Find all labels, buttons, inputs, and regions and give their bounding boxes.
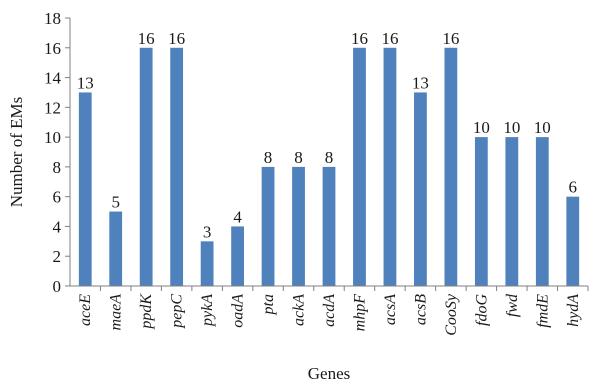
data-label-fmdE: 10 [534, 118, 551, 137]
bar-oadA [231, 226, 244, 286]
y-tick-label: 14 [44, 69, 62, 88]
bar-ackA [292, 166, 305, 286]
data-label-CooSy: 16 [442, 29, 459, 48]
data-label-maeA: 5 [111, 193, 120, 212]
x-tick-label-pykA: pykA [199, 294, 216, 327]
x-tick-label-ppdK: ppdK [138, 293, 155, 330]
data-label-mhpF: 16 [351, 29, 368, 48]
x-tick-label-CooSy: CooSy [443, 293, 460, 336]
data-label-acsB: 13 [412, 73, 429, 92]
bar-mhpF [353, 47, 366, 287]
y-tick-label: 0 [53, 277, 62, 296]
x-tick-label-aceE: aceE [77, 294, 94, 326]
bar-ppdK [139, 47, 153, 287]
y-tick-label: 10 [44, 128, 61, 147]
y-tick-label: 16 [44, 39, 61, 58]
y-axis: 0 2 4 6 8 10 12 14 16 18 [44, 9, 71, 296]
y-tick-label: 12 [44, 98, 61, 117]
data-label-acsA: 16 [381, 29, 398, 48]
x-tick-label-acsB: acsB [412, 294, 429, 325]
x-tick-label-acsA: acsA [382, 294, 399, 325]
x-tick-label-pepC: pepC [169, 294, 186, 329]
y-tick-label: 2 [53, 247, 62, 266]
data-label-aceE: 13 [77, 73, 94, 92]
x-tick-label-ackA: ackA [291, 294, 308, 326]
bar-aceE [78, 92, 92, 286]
bar-pta [261, 166, 275, 286]
x-tick-label-fwd: fwd [504, 293, 521, 317]
data-label-pepC: 16 [168, 29, 185, 48]
data-labels: 13 5 16 16 3 4 8 8 8 16 16 13 16 10 10 10 6 [77, 29, 577, 242]
x-tick-label-fdoG: fdoG [473, 294, 490, 326]
bars [78, 47, 580, 287]
bar-fmdE [535, 137, 549, 286]
bar-fwd [505, 137, 519, 286]
x-tick-label-pta: pta [260, 294, 277, 315]
data-label-ackA: 8 [294, 148, 303, 167]
bar-hydA [566, 196, 580, 286]
y-tick-label: 4 [53, 217, 62, 236]
bar-pepC [170, 47, 184, 287]
data-label-hydA: 6 [569, 178, 578, 197]
x-tick-label-mhpF: mhpF [351, 294, 368, 332]
x-tick-label-fmdE: fmdE [534, 294, 551, 328]
data-label-ppdK: 16 [138, 29, 155, 48]
y-axis-title: Number of EMs [7, 97, 26, 207]
data-label-fwd: 10 [503, 118, 520, 137]
data-label-fdoG: 10 [473, 118, 490, 137]
data-label-oadA: 4 [233, 207, 242, 226]
data-label-pta: 8 [264, 148, 273, 167]
bar-pykA [200, 241, 214, 286]
x-tick-label-oadA: oadA [230, 294, 247, 328]
y-tick-label: 18 [44, 9, 61, 28]
bar-fdoG [474, 137, 488, 286]
data-label-pykA: 3 [203, 222, 212, 241]
x-axis-title: Genes [308, 364, 350, 383]
bar-acdA [322, 166, 336, 286]
x-tick-label-maeA: maeA [108, 294, 125, 331]
data-label-acdA: 8 [325, 148, 334, 167]
x-tick-label-acdA: acdA [321, 294, 338, 327]
bar-acsB [414, 92, 427, 286]
x-axis: aceE maeA ppdK pepC pykA oadA pta ackA acdA mhpF a… [70, 285, 589, 336]
bar-acsA [383, 47, 397, 287]
bar-CooSy [444, 47, 458, 287]
y-tick-label: 8 [53, 158, 62, 177]
x-tick-label-hydA: hydA [565, 294, 582, 327]
bar-maeA [109, 211, 123, 286]
y-tick-label: 6 [53, 188, 62, 207]
